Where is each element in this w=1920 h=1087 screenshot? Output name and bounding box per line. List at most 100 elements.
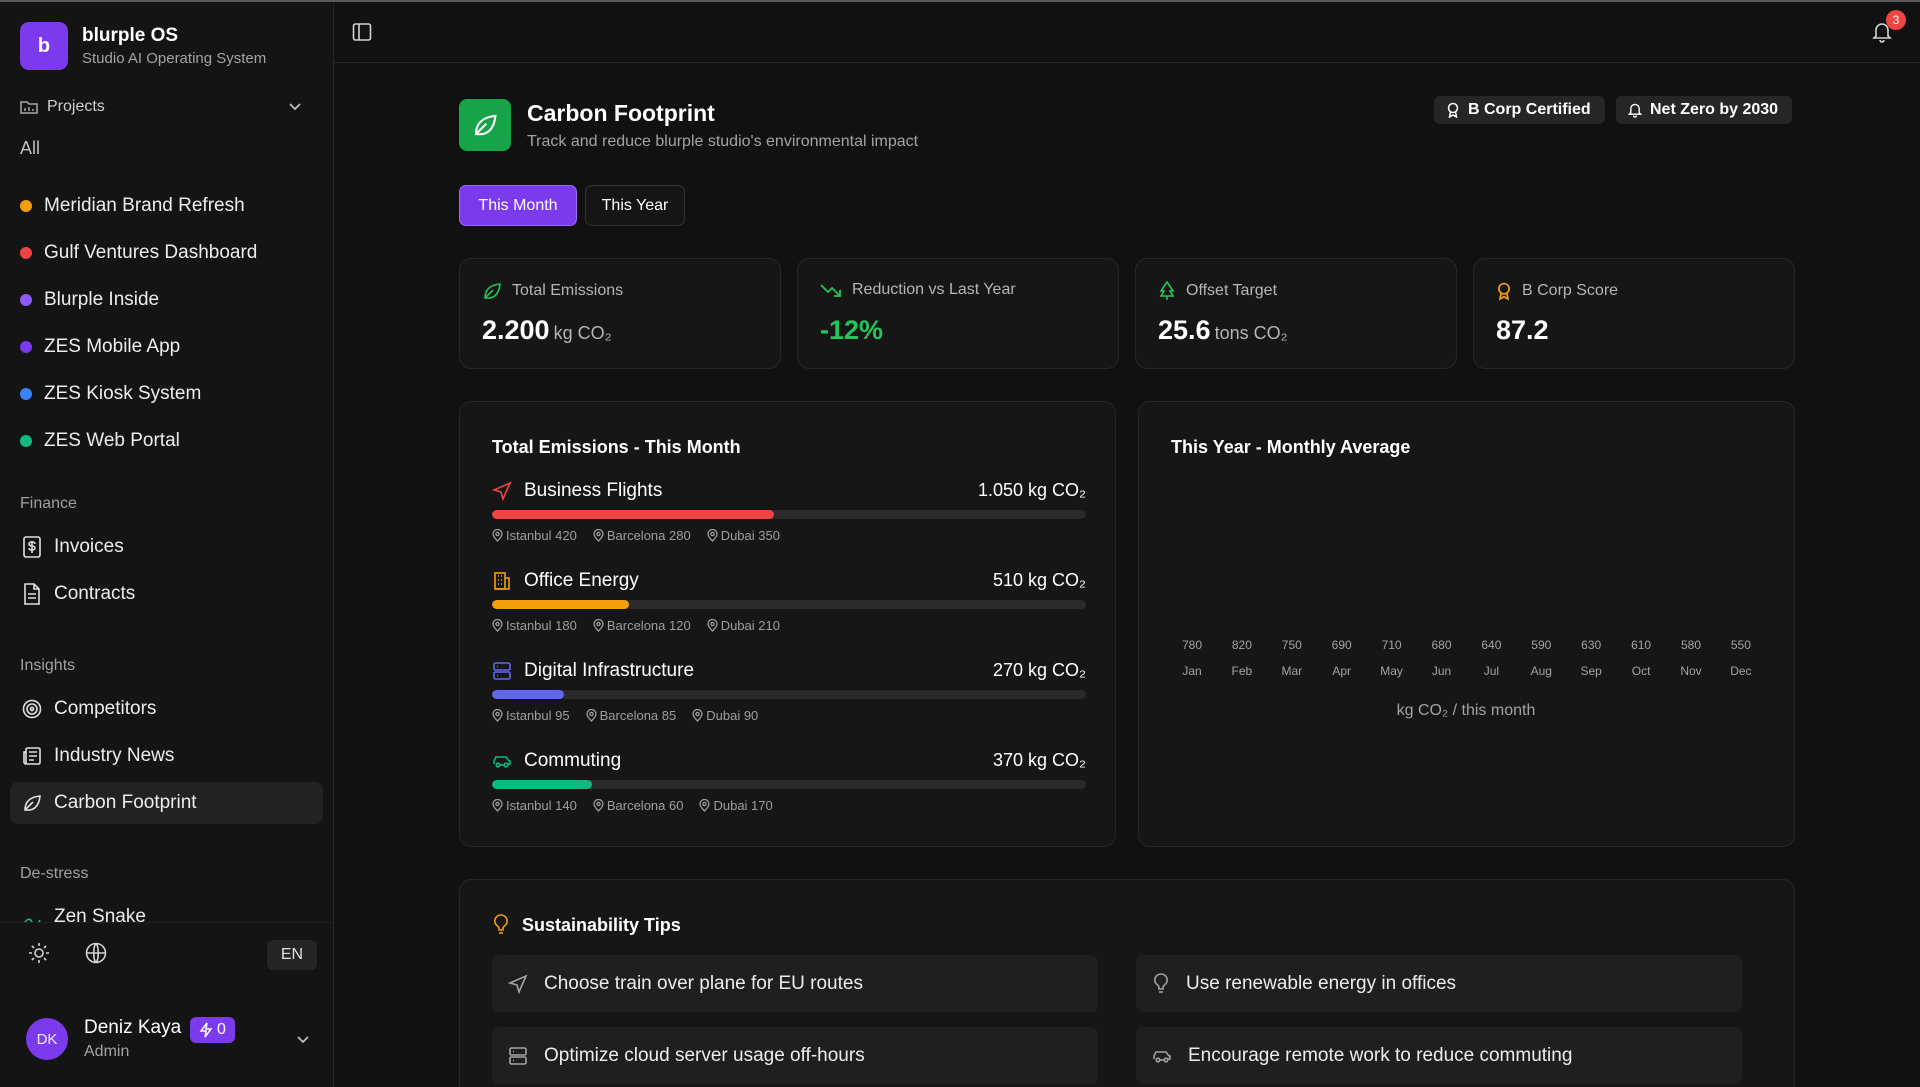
tab-this-year[interactable]: This Year — [585, 185, 685, 226]
card-title: Total Emissions - This Month — [492, 437, 741, 457]
lightbulb-icon — [494, 914, 508, 934]
badge-label: B Corp Certified — [1468, 101, 1591, 118]
bell-icon — [1628, 103, 1642, 118]
stat-value: 2.200 — [482, 315, 550, 345]
map-pin-icon — [492, 529, 503, 542]
stat-card-reduction: Reduction vs Last Year -12% — [797, 258, 1119, 369]
tip-label: Use renewable energy in offices — [1186, 972, 1457, 994]
sidebar-item-competitors[interactable]: Competitors — [10, 688, 323, 730]
month-column: 550 Dec — [1721, 638, 1761, 678]
map-pin-icon — [593, 799, 604, 812]
sidebar-item-carbon-footprint[interactable]: Carbon Footprint — [10, 782, 323, 824]
user-name: Deniz Kaya — [84, 1017, 182, 1038]
project-item[interactable]: ZES Kiosk System — [20, 370, 310, 417]
lightbulb-icon — [1154, 972, 1168, 993]
sidebar-toggle-icon[interactable] — [352, 22, 372, 42]
card-title: Sustainability Tips — [522, 914, 681, 935]
folder-icon — [20, 101, 38, 114]
location-tag: Istanbul 180 — [492, 618, 577, 633]
globe-icon[interactable] — [85, 942, 107, 964]
tip-label: Encourage remote work to reduce commutin… — [1188, 1044, 1573, 1066]
month-column: 780 Jan — [1172, 638, 1212, 678]
location-tag: Barcelona 120 — [593, 618, 691, 633]
utility-row: EN — [20, 940, 317, 970]
stat-value: 87.2 — [1496, 315, 1549, 345]
month-column: 820 Feb — [1222, 638, 1262, 678]
map-pin-icon — [492, 709, 503, 722]
window-top-edge — [0, 0, 1920, 2]
brand-name: blurple OS — [82, 25, 179, 46]
award-icon — [1498, 282, 1510, 301]
bell-icon[interactable] — [1872, 21, 1892, 43]
project-item[interactable]: Gulf Ventures Dashboard — [20, 229, 310, 276]
project-filter-all[interactable]: All — [20, 138, 41, 158]
project-color-dot — [20, 293, 32, 306]
emission-bar-track — [492, 690, 1086, 699]
projects-toggle[interactable]: Projects — [20, 94, 312, 120]
newspaper-icon — [23, 747, 41, 765]
tips-header: Sustainability Tips — [492, 914, 681, 936]
sidebar-item-label: Industry News — [54, 745, 175, 766]
project-item[interactable]: Blurple Inside — [20, 276, 310, 323]
location-tag: Dubai 210 — [707, 618, 780, 633]
sidebar-item-industry-news[interactable]: Industry News — [10, 735, 323, 777]
page-subtitle: Track and reduce blurple studio's enviro… — [527, 133, 919, 150]
stat-unit: tons CO₂ — [1214, 323, 1288, 343]
project-label: ZES Mobile App — [44, 335, 181, 357]
credits-badge[interactable]: 0 — [190, 1017, 235, 1043]
emission-value: 270 kg CO₂ — [992, 660, 1086, 680]
tab-this-month[interactable]: This Month — [459, 185, 577, 226]
stat-label: Offset Target — [1186, 282, 1278, 299]
notification-count: 3 — [1886, 10, 1906, 30]
month-column: 690 Apr — [1322, 638, 1362, 678]
award-icon — [1447, 102, 1459, 118]
emission-name: Commuting — [524, 750, 622, 771]
card-title: This Year - Monthly Average — [1171, 437, 1411, 457]
stat-card-total-emissions: Total Emissions 2.200 kg CO₂ — [459, 258, 781, 369]
user-menu[interactable]: DK Deniz Kaya Admin 0 — [26, 1015, 311, 1065]
map-pin-icon — [585, 709, 597, 722]
map-pin-icon — [707, 619, 718, 632]
sidebar-item-invoices[interactable]: Invoices — [10, 526, 323, 568]
map-pin-icon — [699, 799, 711, 812]
tip-item: Optimize cloud server usage off-hours — [492, 1027, 1098, 1084]
month-column: 610 Oct — [1621, 638, 1661, 678]
invoice-icon — [23, 536, 41, 558]
language-button[interactable]: EN — [267, 940, 317, 970]
tip-item: Use renewable energy in offices — [1136, 955, 1742, 1012]
month-value: 780 — [1181, 638, 1203, 652]
month-label: Mar — [1281, 664, 1303, 678]
leaf-icon — [24, 795, 41, 811]
brand[interactable]: b blurple OS Studio AI Operating System — [20, 22, 266, 70]
emission-name: Digital Infrastructure — [524, 660, 695, 681]
emission-bar-fill — [492, 690, 565, 699]
month-label: Aug — [1530, 664, 1552, 678]
sidebar-item-label: Invoices — [54, 536, 124, 557]
sustainability-tips-card: Sustainability Tips Choose train over pl… — [459, 879, 1795, 1087]
document-icon — [24, 583, 40, 605]
plane-icon — [508, 973, 528, 994]
lightning-icon — [199, 1022, 213, 1038]
month-label: Feb — [1231, 664, 1253, 678]
location-tag: Barcelona 280 — [593, 528, 691, 543]
avatar: DK — [26, 1018, 68, 1060]
tree-icon — [1159, 281, 1175, 300]
stat-label: Reduction vs Last Year — [852, 281, 1016, 298]
sun-icon[interactable] — [28, 942, 50, 964]
month-label: Apr — [1332, 664, 1352, 678]
project-color-dot — [20, 387, 32, 400]
chevron-down-icon — [289, 103, 301, 111]
map-pin-icon — [492, 619, 503, 632]
emission-bar-fill — [492, 510, 775, 519]
sidebar-item-zen-snake[interactable]: Zen Snake — [10, 906, 323, 922]
location-tag: Barcelona 60 — [593, 798, 683, 813]
project-item[interactable]: ZES Web Portal — [20, 417, 310, 464]
emission-value: 510 kg CO₂ — [992, 570, 1086, 590]
sidebar-item-contracts[interactable]: Contracts — [10, 573, 323, 615]
project-item[interactable]: ZES Mobile App — [20, 323, 310, 370]
project-color-dot — [20, 340, 32, 353]
emission-row-business-flights: Business Flights 1.050 kg CO₂ Istanbul 4… — [492, 478, 1086, 558]
month-column: 640 Jul — [1471, 638, 1511, 678]
project-item[interactable]: Meridian Brand Refresh — [20, 182, 310, 229]
emission-value: 1.050 kg CO₂ — [977, 480, 1086, 500]
